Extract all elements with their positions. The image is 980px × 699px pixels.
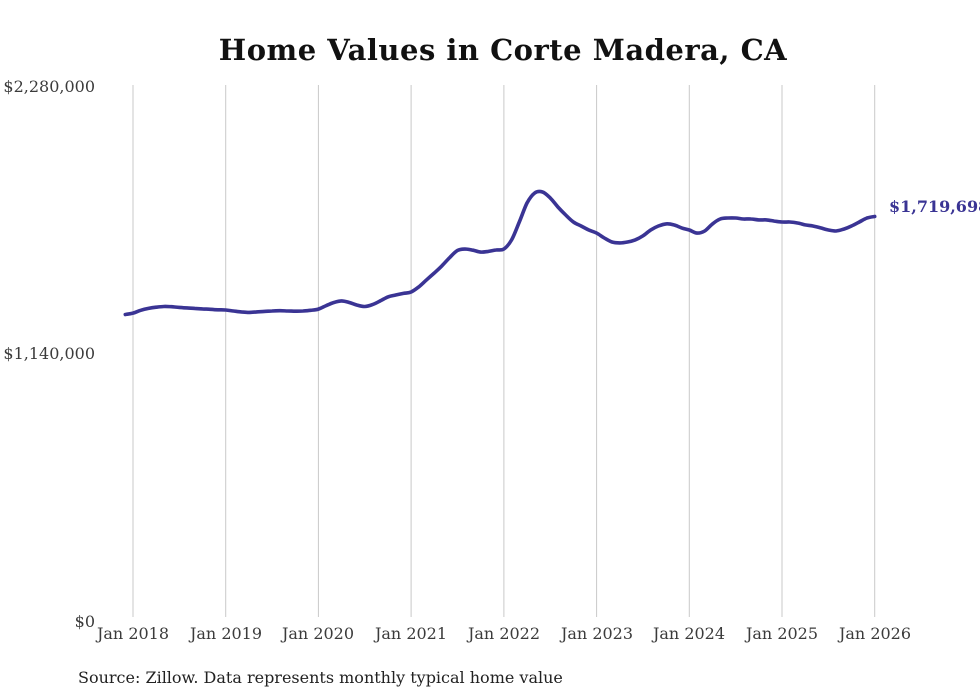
x-axis-label-2025: Jan 2025 bbox=[745, 624, 819, 643]
y-axis-label-zero: $0 bbox=[74, 612, 95, 631]
x-axis-label-2018: Jan 2018 bbox=[96, 624, 170, 643]
y-axis-label-middle: $1,140,000 bbox=[3, 344, 95, 363]
x-axis-label-2021: Jan 2021 bbox=[374, 624, 448, 643]
y-axis-label-top: $2,280,000 bbox=[3, 77, 95, 96]
x-axis-label-2023: Jan 2023 bbox=[560, 624, 634, 643]
latest-value-label: $1,719,698 bbox=[889, 197, 980, 216]
home-value-line bbox=[123, 189, 877, 317]
chart-title: Home Values in Corte Madera, CA bbox=[218, 33, 788, 67]
x-axis-label-2026: Jan 2026 bbox=[838, 624, 912, 643]
x-axis-label-2019: Jan 2019 bbox=[189, 624, 263, 643]
source-note: Source: Zillow. Data represents monthly … bbox=[78, 668, 563, 687]
x-axis-label-2022: Jan 2022 bbox=[467, 624, 541, 643]
x-axis-label-2020: Jan 2020 bbox=[281, 624, 355, 643]
x-axis-label-2024: Jan 2024 bbox=[652, 624, 726, 643]
